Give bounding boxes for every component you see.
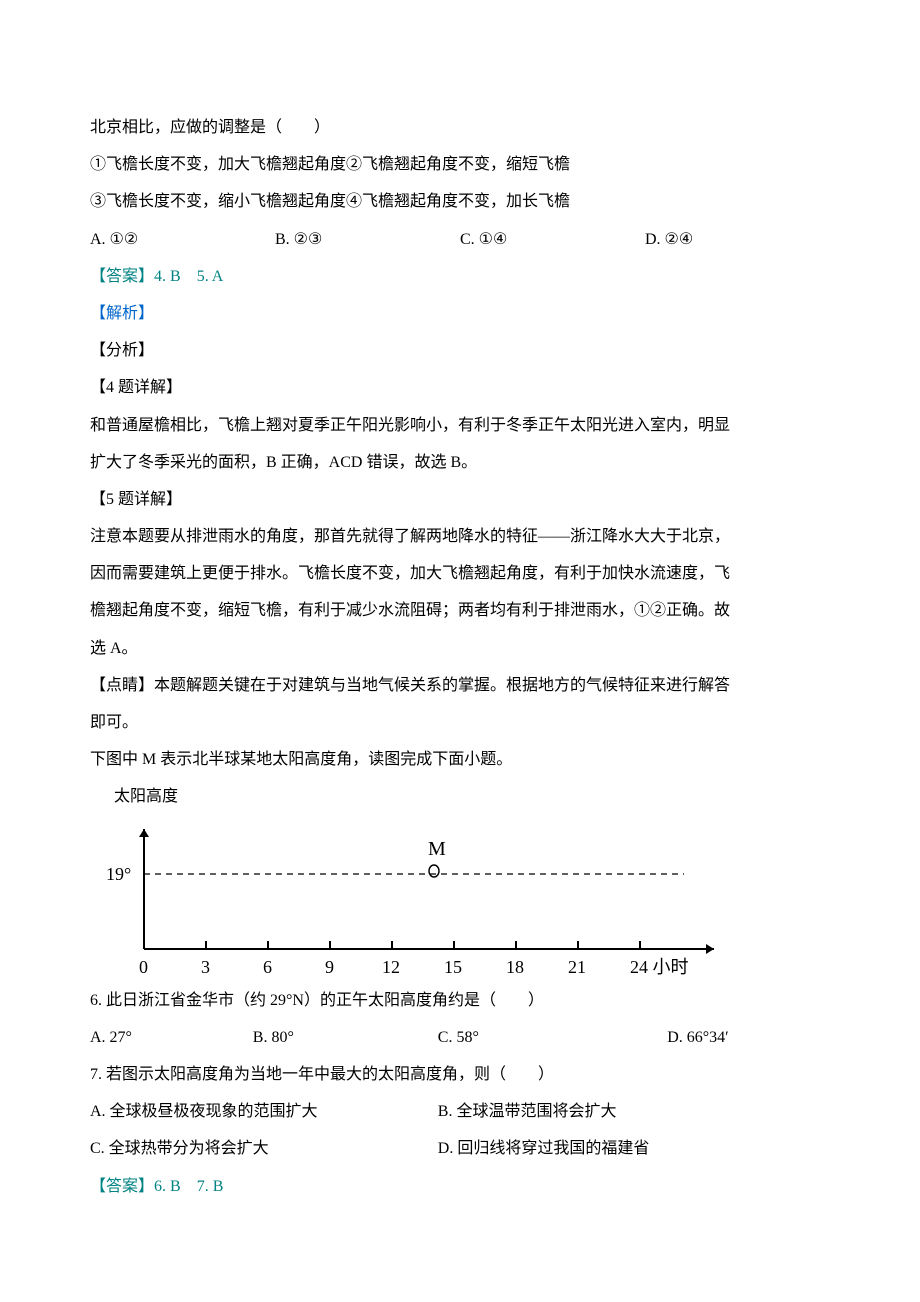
analysis-q5-body-l1: 注意本题要从排泄雨水的角度，那首先就得了解两地降水的特征——浙江降水大大于北京， [90, 519, 830, 554]
analysis-q5-body-l2: 因而需要建筑上更便于排水。飞檐长度不变，加大飞檐翘起角度，有利于加快水流速度，飞 [90, 556, 830, 591]
svg-text:18: 18 [506, 957, 524, 977]
analysis-tip-l2: 即可。 [90, 705, 830, 740]
answer-45: 【答案】4. B 5. A [90, 259, 830, 294]
q7-options-row1: A. 全球极昼极夜现象的范围扩大 B. 全球温带范围将会扩大 [90, 1094, 830, 1129]
sun-altitude-chart: 19° M 0 3 6 9 12 15 18 21 24 小时 [84, 819, 830, 979]
svg-text:9: 9 [325, 957, 334, 977]
q7-option-a: A. 全球极昼极夜现象的范围扩大 [90, 1094, 438, 1129]
q5-option-b: B. ②③ [275, 222, 460, 257]
svg-text:0: 0 [139, 957, 148, 977]
q6-option-d: D. 66°34′ [667, 1020, 830, 1055]
q6-options: A. 27° B. 80° C. 58° D. 66°34′ [90, 1020, 830, 1055]
answer-7: 7. B [197, 1178, 224, 1195]
q5-options: A. ①② B. ②③ C. ①④ D. ②④ [90, 222, 830, 257]
analysis-tip-l1: 【点睛】本题解题关键在于对建筑与当地气候关系的掌握。根据地方的气候特征来进行解答 [90, 668, 830, 703]
q7-option-b: B. 全球温带范围将会扩大 [438, 1094, 830, 1129]
q5-statements-line1: ①飞檐长度不变，加大飞檐翘起角度②飞檐翘起角度不变，缩短飞檐 [90, 147, 830, 182]
answer-6: 6. B [154, 1178, 181, 1195]
svg-text:15: 15 [444, 957, 462, 977]
analysis-fx: 【分析】 [90, 333, 830, 368]
q5-stem-continued: 北京相比，应做的调整是（ ） [90, 110, 830, 145]
answer-label: 【答案】 [90, 268, 154, 285]
q5-statements-line2: ③飞檐长度不变，缩小飞檐翘起角度④飞檐翘起角度不变，加长飞檐 [90, 184, 830, 219]
svg-text:M: M [428, 838, 446, 860]
q6-option-c: C. 58° [438, 1020, 667, 1055]
svg-text:3: 3 [201, 957, 210, 977]
chart-title: 太阳高度 [90, 779, 830, 814]
svg-text:6: 6 [263, 957, 272, 977]
q5-option-a: A. ①② [90, 222, 275, 257]
q7-stem: 7. 若图示太阳高度角为当地一年中最大的太阳高度角，则（ ） [90, 1057, 830, 1092]
analysis-q4-title: 【4 题详解】 [90, 370, 830, 405]
answer-label-2: 【答案】 [90, 1178, 154, 1195]
answer-5: 5. A [197, 268, 224, 285]
q6-option-b: B. 80° [253, 1020, 438, 1055]
svg-text:19°: 19° [106, 864, 131, 884]
answer-4: 4. B [154, 268, 181, 285]
q6-option-a: A. 27° [90, 1020, 253, 1055]
analysis-q5-body-l3: 檐翘起角度不变，缩短飞檐，有利于减少水流阻碍；两者均有利于排泄雨水，①②正确。故 [90, 593, 830, 628]
answer-67: 【答案】6. B 7. B [90, 1169, 830, 1204]
q6-stem: 6. 此日浙江省金华市（约 29°N）的正午太阳高度角约是（ ） [90, 983, 830, 1018]
analysis-label: 【解析】 [90, 296, 830, 331]
q7-options-row2: C. 全球热带分为将会扩大 D. 回归线将穿过我国的福建省 [90, 1131, 830, 1166]
chart-intro: 下图中 M 表示北半球某地太阳高度角，读图完成下面小题。 [90, 742, 830, 777]
q5-option-d: D. ②④ [645, 222, 830, 257]
svg-text:24 小时: 24 小时 [630, 957, 689, 977]
analysis-q5-body-l4: 选 A。 [90, 631, 830, 666]
q5-option-c: C. ①④ [460, 222, 645, 257]
analysis-q5-title: 【5 题详解】 [90, 482, 830, 517]
sun-altitude-chart-svg: 19° M 0 3 6 9 12 15 18 21 24 小时 [84, 819, 724, 979]
svg-text:21: 21 [568, 957, 586, 977]
q7-option-c: C. 全球热带分为将会扩大 [90, 1131, 438, 1166]
analysis-q4-body-l1: 和普通屋檐相比，飞檐上翘对夏季正午阳光影响小，有利于冬季正午太阳光进入室内，明显 [90, 408, 830, 443]
analysis-q4-body-l2: 扩大了冬季采光的面积，B 正确，ACD 错误，故选 B。 [90, 445, 830, 480]
svg-text:12: 12 [382, 957, 400, 977]
q7-option-d: D. 回归线将穿过我国的福建省 [438, 1131, 830, 1166]
